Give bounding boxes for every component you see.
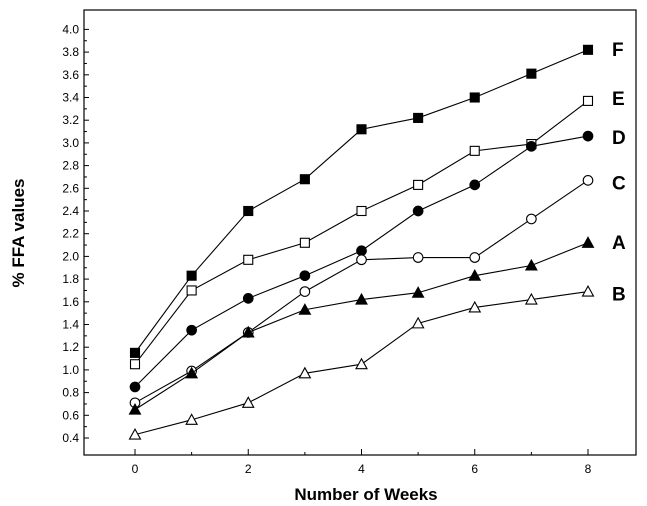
y-tick-label: 3.4 [62,91,79,105]
data-point [356,254,367,266]
data-point [299,174,310,185]
series-label: B [612,285,626,306]
data-point [526,140,537,152]
data-point [241,396,255,408]
data-point [524,258,538,271]
data-point [468,269,482,281]
data-point [413,112,424,123]
data-point [186,324,197,336]
data-point [129,347,141,358]
data-point [469,252,481,263]
data-point [412,252,424,263]
data-point [582,95,594,106]
data-point [581,236,595,248]
y-tick-label: 0.8 [62,386,79,400]
data-point [241,325,255,338]
data-point [469,92,480,103]
series-A: A [128,233,626,415]
data-point [355,292,368,305]
data-point [243,254,254,265]
y-axis-title: % FFA values [9,179,28,288]
data-point [186,270,197,281]
data-point [299,286,311,297]
data-point [298,303,312,315]
data-point [469,179,481,191]
y-tick-label: 2.8 [62,159,79,173]
data-point [413,179,424,190]
series-label: E [612,89,625,110]
data-point [185,366,199,379]
data-point [526,213,537,225]
plot-frame [83,9,637,456]
x-tick-label: 6 [471,462,478,476]
series-label: A [612,233,626,254]
data-point [299,270,311,282]
data-point [411,286,425,298]
data-point [355,357,368,370]
y-tick-label: 2.2 [62,227,79,241]
series-layer: F ED C A B [128,40,626,440]
data-point [356,124,367,135]
y-tick-label: 3.6 [62,68,79,82]
data-point [469,145,480,156]
x-axis-ticks: 0 2 4 6 8 [132,449,592,476]
x-tick-label: 0 [132,462,139,476]
data-point [356,205,367,217]
y-tick-label: 2.6 [62,181,79,195]
data-point [582,175,594,186]
x-axis-title: Number of Weeks [294,485,437,504]
series-E: E [129,89,625,370]
series-label: C [612,173,626,194]
series-label: F [612,40,624,61]
series-B: B [128,284,626,440]
y-tick-label: 0.4 [62,431,79,445]
y-axis-ticks: 0.4 0.6 0.8 1.0 1.2 1.4 1.6 1.8 2.0 2.2 2.4 2.6 2.8 3… [62,22,89,445]
series-line [134,49,589,354]
data-point [299,237,310,248]
y-tick-label: 1.0 [62,363,79,377]
series-C: C [129,173,626,409]
x-tick-label: 8 [585,462,592,476]
x-tick-label: 2 [245,462,252,476]
data-point [581,284,595,297]
y-tick-label: 2.4 [62,204,79,218]
data-point [243,205,254,217]
data-point [298,366,312,379]
data-point [468,300,482,313]
data-point [128,402,142,415]
y-tick-label: 2.0 [62,249,79,263]
series-F: F [129,40,624,358]
data-point [411,316,425,329]
data-point [526,68,537,79]
data-point [356,245,367,257]
y-tick-label: 3.2 [62,113,79,127]
data-point [128,427,142,440]
data-point [582,130,594,142]
data-point [129,381,141,393]
data-point [129,359,141,370]
data-point [582,44,594,55]
x-tick-label: 4 [358,462,365,476]
series-D: D [129,128,626,393]
y-tick-label: 1.2 [62,340,79,354]
y-tick-label: 3.0 [62,136,79,150]
data-point [242,293,254,304]
y-tick-label: 4.0 [62,22,79,36]
series-line [134,242,589,411]
y-tick-label: 3.8 [62,45,79,59]
data-point [185,413,199,425]
series-label: D [612,128,626,149]
data-point [186,285,197,296]
series-line [134,100,589,365]
y-tick-label: 1.4 [62,318,79,332]
y-tick-label: 0.6 [62,408,79,422]
y-tick-label: 1.8 [62,272,79,286]
data-point [524,292,538,305]
data-point [412,205,424,217]
y-tick-label: 1.6 [62,295,79,309]
